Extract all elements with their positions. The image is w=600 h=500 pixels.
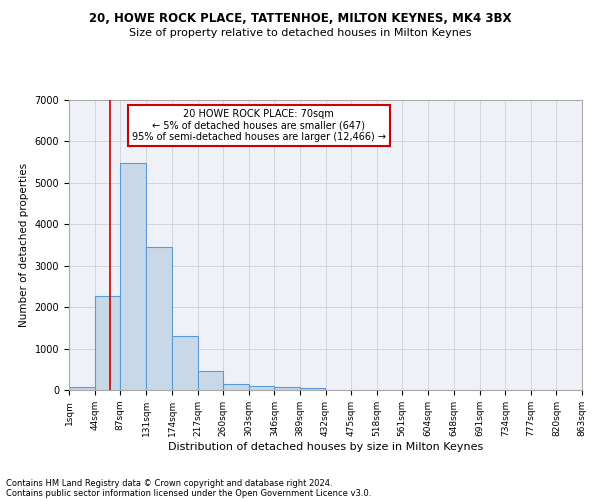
Text: Contains HM Land Registry data © Crown copyright and database right 2024.: Contains HM Land Registry data © Crown c… xyxy=(6,478,332,488)
Bar xyxy=(69,386,95,390)
Text: 20 HOWE ROCK PLACE: 70sqm
← 5% of detached houses are smaller (647)
95% of semi-: 20 HOWE ROCK PLACE: 70sqm ← 5% of detach… xyxy=(132,108,386,142)
Y-axis label: Number of detached properties: Number of detached properties xyxy=(19,163,29,327)
Bar xyxy=(300,388,325,390)
Text: 20, HOWE ROCK PLACE, TATTENHOE, MILTON KEYNES, MK4 3BX: 20, HOWE ROCK PLACE, TATTENHOE, MILTON K… xyxy=(89,12,511,26)
Bar xyxy=(146,247,172,390)
Bar xyxy=(274,388,300,390)
Bar xyxy=(120,164,146,390)
Bar xyxy=(249,386,274,390)
Bar xyxy=(172,336,197,390)
Text: Size of property relative to detached houses in Milton Keynes: Size of property relative to detached ho… xyxy=(129,28,471,38)
Bar xyxy=(197,370,223,390)
Bar xyxy=(223,384,249,390)
Bar xyxy=(95,296,120,390)
X-axis label: Distribution of detached houses by size in Milton Keynes: Distribution of detached houses by size … xyxy=(168,442,483,452)
Text: Contains public sector information licensed under the Open Government Licence v3: Contains public sector information licen… xyxy=(6,488,371,498)
